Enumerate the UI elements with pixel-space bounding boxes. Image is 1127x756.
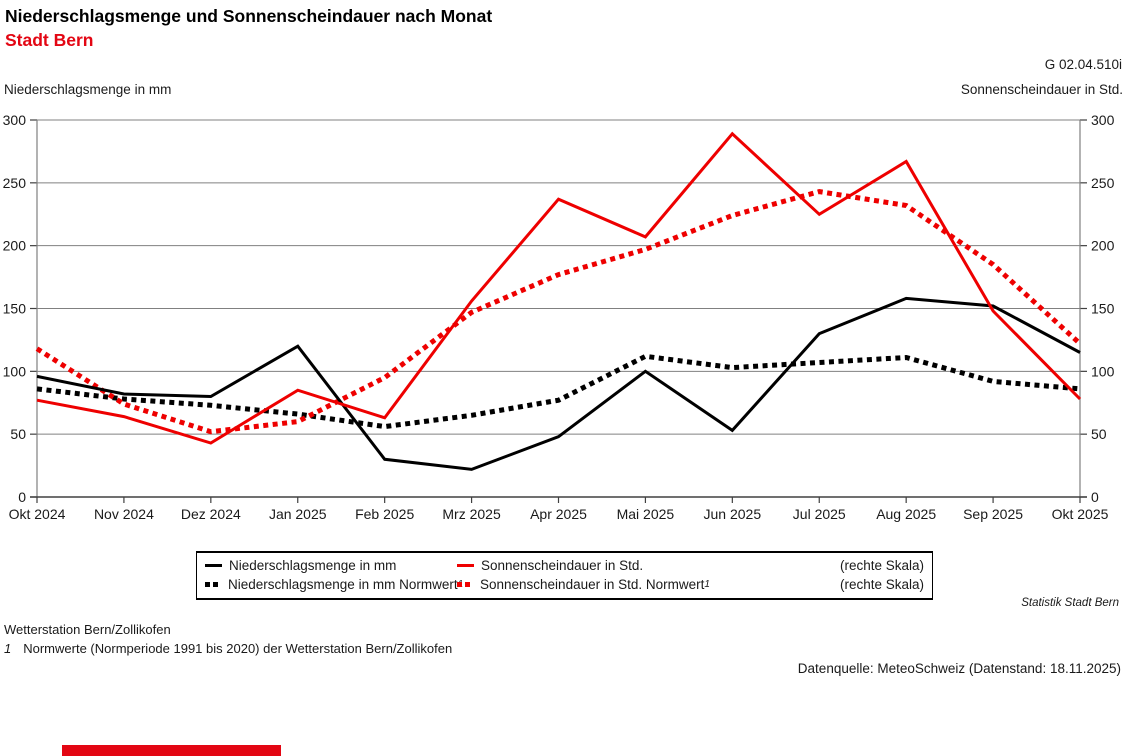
legend-label: Sonnenscheindauer in Std. Normwert [480, 577, 705, 592]
legend-sup: 1 [704, 579, 710, 590]
legend-item-precip: Niederschlagsmenge in mm [205, 558, 457, 573]
svg-text:50: 50 [1091, 426, 1107, 442]
svg-text:200: 200 [3, 238, 27, 254]
svg-text:Nov 2024: Nov 2024 [94, 506, 154, 522]
svg-text:Aug 2025: Aug 2025 [876, 506, 936, 522]
svg-text:Feb 2025: Feb 2025 [355, 506, 414, 522]
chart-svg: 0 0 50 50 100 100 150 150 200 200 250 250 300 300 Okt … [3, 112, 1115, 522]
svg-text:Apr 2025: Apr 2025 [530, 506, 587, 522]
brand-red-bar [62, 745, 281, 756]
page-subtitle: Stadt Bern [5, 30, 94, 50]
black-solid-line-swatch-icon [205, 564, 222, 567]
svg-text:Dez 2024: Dez 2024 [181, 506, 241, 522]
station-note: Wetterstation Bern/Zollikofen [4, 622, 171, 637]
data-source: Datenquelle: MeteoSchweiz (Datenstand: 1… [797, 661, 1121, 676]
attribution: Statistik Stadt Bern [1021, 597, 1119, 609]
svg-text:Okt 2024: Okt 2024 [9, 506, 66, 522]
svg-text:Jan 2025: Jan 2025 [269, 506, 327, 522]
left-axis-title: Niederschlagsmenge in mm [4, 82, 172, 97]
legend-note: (rechte Skala) [839, 577, 924, 592]
legend-label: Niederschlagsmenge in mm Normwert [228, 577, 458, 592]
svg-text:Mai 2025: Mai 2025 [617, 506, 675, 522]
svg-text:150: 150 [3, 301, 27, 317]
page-title: Niederschlagsmenge und Sonnenscheindauer… [5, 6, 493, 26]
svg-text:Jun 2025: Jun 2025 [704, 506, 762, 522]
svg-text:100: 100 [1091, 363, 1115, 379]
black-dotted-line-swatch-icon [205, 582, 221, 587]
svg-text:300: 300 [3, 112, 27, 128]
red-dotted-line-swatch-icon [457, 582, 473, 587]
svg-text:300: 300 [1091, 112, 1115, 128]
svg-text:200: 200 [1091, 238, 1115, 254]
svg-text:50: 50 [10, 426, 26, 442]
red-solid-line-swatch-icon [457, 564, 474, 567]
svg-text:0: 0 [18, 489, 26, 505]
svg-text:Jul 2025: Jul 2025 [793, 506, 846, 522]
svg-text:Mrz 2025: Mrz 2025 [442, 506, 501, 522]
legend-note: (rechte Skala) [839, 558, 924, 573]
chart-code: G 02.04.510i [1044, 57, 1122, 72]
legend-label: Niederschlagsmenge in mm [229, 558, 397, 573]
legend-item-sunshine: Sonnenscheindauer in Std. [457, 558, 825, 573]
right-axis-title: Sonnenscheindauer in Std. [960, 82, 1123, 97]
svg-text:250: 250 [1091, 175, 1115, 191]
legend-item-sunshine-norm: Sonnenscheindauer in Std. Normwert 1 [457, 577, 825, 592]
legend-label: Sonnenscheindauer in Std. [481, 558, 644, 573]
chart-legend: Niederschlagsmenge in mm Sonnenscheindau… [196, 551, 933, 600]
svg-text:100: 100 [3, 363, 27, 379]
svg-text:150: 150 [1091, 301, 1115, 317]
footnote: 1 Normwerte (Normperiode 1991 bis 2020) d… [4, 641, 452, 656]
footnote-marker: 1 [4, 641, 12, 656]
footnote-text: Normwerte (Normperiode 1991 bis 2020) de… [23, 641, 453, 656]
svg-text:Sep 2025: Sep 2025 [963, 506, 1023, 522]
svg-text:250: 250 [3, 175, 27, 191]
svg-text:0: 0 [1091, 489, 1099, 505]
legend-row-actual: Niederschlagsmenge in mm Sonnenscheindau… [205, 556, 924, 575]
svg-text:Okt 2025: Okt 2025 [1052, 506, 1109, 522]
